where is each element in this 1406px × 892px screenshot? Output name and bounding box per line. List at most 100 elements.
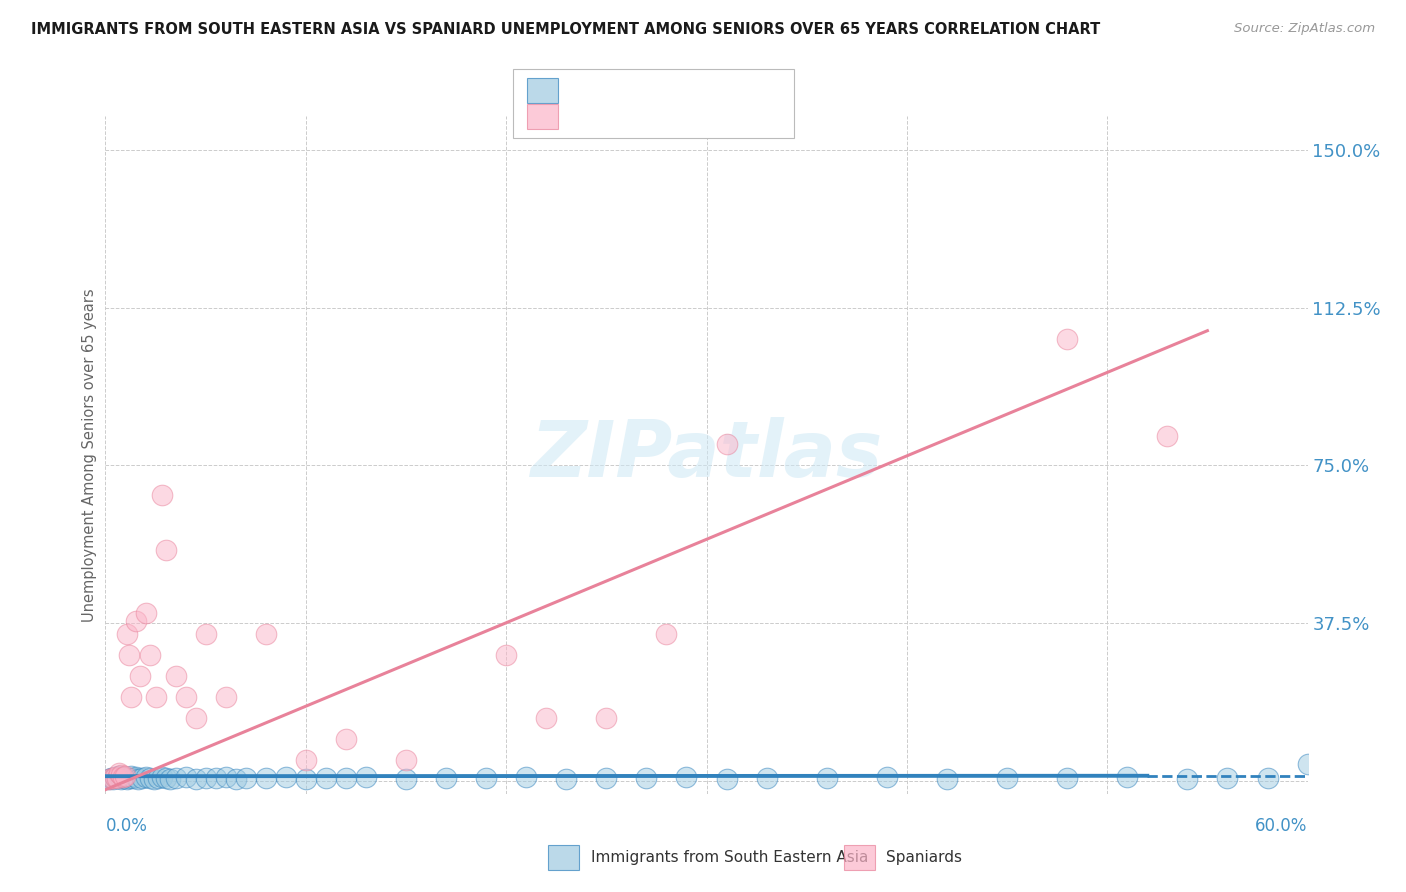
- Point: [214, 770, 236, 784]
- Point: [121, 690, 143, 704]
- Point: [1216, 771, 1239, 785]
- Point: [274, 770, 297, 784]
- Point: [108, 769, 131, 783]
- Point: [110, 768, 132, 782]
- Point: [515, 770, 537, 784]
- Point: [150, 770, 173, 784]
- Point: [1296, 757, 1319, 772]
- Point: [174, 770, 197, 784]
- Point: [595, 711, 617, 725]
- Point: [755, 771, 778, 785]
- Point: [636, 772, 658, 786]
- Point: [184, 711, 207, 725]
- Point: [495, 648, 517, 662]
- Text: 60.0%: 60.0%: [1256, 817, 1308, 835]
- Point: [108, 765, 131, 780]
- Point: [107, 772, 129, 786]
- Point: [117, 772, 139, 786]
- Point: [254, 627, 277, 641]
- Point: [936, 772, 959, 786]
- Y-axis label: Unemployment Among Seniors over 65 years: Unemployment Among Seniors over 65 years: [82, 288, 97, 622]
- Text: Source: ZipAtlas.com: Source: ZipAtlas.com: [1234, 22, 1375, 36]
- Point: [354, 770, 377, 784]
- Point: [121, 769, 143, 783]
- Point: [107, 771, 129, 785]
- Text: R = 0.017   N = 57: R = 0.017 N = 57: [572, 81, 730, 99]
- Point: [876, 770, 898, 784]
- Point: [395, 753, 418, 767]
- Point: [194, 771, 217, 785]
- Point: [214, 690, 236, 704]
- Point: [118, 771, 141, 785]
- Point: [434, 771, 457, 785]
- Point: [127, 772, 149, 786]
- Point: [184, 772, 207, 786]
- Point: [150, 488, 173, 502]
- Point: [815, 772, 838, 786]
- Point: [555, 772, 578, 786]
- Point: [100, 771, 122, 785]
- Point: [995, 771, 1018, 785]
- Point: [131, 771, 153, 785]
- Point: [98, 772, 121, 786]
- Point: [145, 690, 167, 704]
- Point: [194, 627, 217, 641]
- Point: [174, 690, 197, 704]
- Point: [103, 771, 125, 785]
- Point: [159, 772, 181, 786]
- Point: [138, 772, 160, 786]
- Point: [155, 772, 177, 786]
- Point: [103, 772, 125, 786]
- Point: [165, 771, 187, 785]
- Point: [716, 772, 738, 786]
- Text: R = 0.656   N = 34: R = 0.656 N = 34: [572, 108, 730, 126]
- Point: [295, 772, 318, 786]
- Point: [315, 771, 337, 785]
- Text: 0.0%: 0.0%: [105, 817, 148, 835]
- Point: [98, 772, 121, 786]
- Point: [235, 771, 257, 785]
- Point: [135, 606, 157, 620]
- Point: [138, 648, 160, 662]
- Point: [254, 772, 277, 786]
- Point: [142, 772, 165, 786]
- Point: [1257, 772, 1279, 786]
- Point: [534, 711, 557, 725]
- Point: [295, 753, 318, 767]
- Point: [112, 771, 135, 785]
- Point: [1056, 332, 1078, 346]
- Point: [118, 648, 141, 662]
- Point: [655, 627, 678, 641]
- Point: [114, 770, 136, 784]
- Point: [124, 770, 146, 784]
- Point: [1056, 772, 1078, 786]
- Point: [335, 732, 357, 747]
- Point: [110, 772, 132, 786]
- Point: [104, 770, 127, 784]
- Point: [124, 614, 146, 628]
- Point: [595, 771, 617, 785]
- Point: [395, 772, 418, 786]
- Point: [475, 772, 498, 786]
- Point: [155, 542, 177, 557]
- Point: [335, 772, 357, 786]
- Point: [675, 770, 697, 784]
- Text: Immigrants from South Eastern Asia: Immigrants from South Eastern Asia: [591, 850, 868, 864]
- Point: [225, 772, 247, 786]
- Point: [165, 669, 187, 683]
- Text: ZIPatlas: ZIPatlas: [530, 417, 883, 493]
- Point: [1177, 772, 1199, 786]
- Point: [204, 772, 226, 786]
- Point: [122, 772, 145, 786]
- Point: [146, 771, 169, 785]
- Point: [117, 627, 139, 641]
- Point: [112, 770, 135, 784]
- Point: [1156, 429, 1178, 443]
- Point: [1116, 770, 1139, 784]
- Point: [135, 770, 157, 784]
- Point: [104, 770, 127, 784]
- Text: IMMIGRANTS FROM SOUTH EASTERN ASIA VS SPANIARD UNEMPLOYMENT AMONG SENIORS OVER 6: IMMIGRANTS FROM SOUTH EASTERN ASIA VS SP…: [31, 22, 1099, 37]
- Text: Spaniards: Spaniards: [886, 850, 962, 864]
- Point: [128, 669, 150, 683]
- Point: [114, 769, 136, 783]
